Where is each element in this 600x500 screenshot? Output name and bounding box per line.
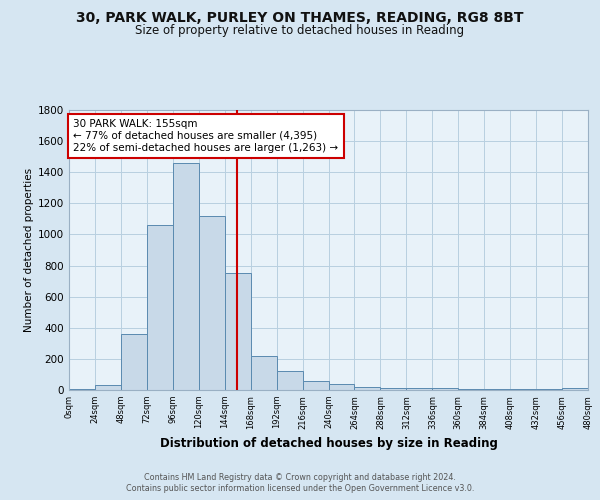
- Text: Size of property relative to detached houses in Reading: Size of property relative to detached ho…: [136, 24, 464, 37]
- Bar: [121, 334, 147, 390]
- Bar: [225, 274, 251, 390]
- Bar: [432, 388, 458, 390]
- Bar: [147, 225, 173, 390]
- Text: Contains public sector information licensed under the Open Government Licence v3: Contains public sector information licen…: [126, 484, 474, 493]
- Bar: [380, 388, 406, 390]
- Bar: [406, 388, 432, 390]
- Bar: [251, 356, 277, 390]
- Bar: [277, 370, 302, 390]
- Bar: [458, 389, 484, 390]
- Bar: [536, 389, 562, 390]
- Y-axis label: Number of detached properties: Number of detached properties: [24, 168, 34, 332]
- Bar: [69, 389, 95, 390]
- Bar: [355, 387, 380, 390]
- X-axis label: Distribution of detached houses by size in Reading: Distribution of detached houses by size …: [160, 437, 497, 450]
- Bar: [199, 216, 224, 390]
- Text: Contains HM Land Registry data © Crown copyright and database right 2024.: Contains HM Land Registry data © Crown c…: [144, 472, 456, 482]
- Bar: [302, 382, 329, 390]
- Bar: [173, 163, 199, 390]
- Text: 30, PARK WALK, PURLEY ON THAMES, READING, RG8 8BT: 30, PARK WALK, PURLEY ON THAMES, READING…: [76, 11, 524, 25]
- Bar: [562, 388, 588, 390]
- Bar: [95, 384, 121, 390]
- Bar: [484, 389, 510, 390]
- Bar: [329, 384, 355, 390]
- Text: 30 PARK WALK: 155sqm
← 77% of detached houses are smaller (4,395)
22% of semi-de: 30 PARK WALK: 155sqm ← 77% of detached h…: [73, 120, 338, 152]
- Bar: [510, 389, 536, 390]
